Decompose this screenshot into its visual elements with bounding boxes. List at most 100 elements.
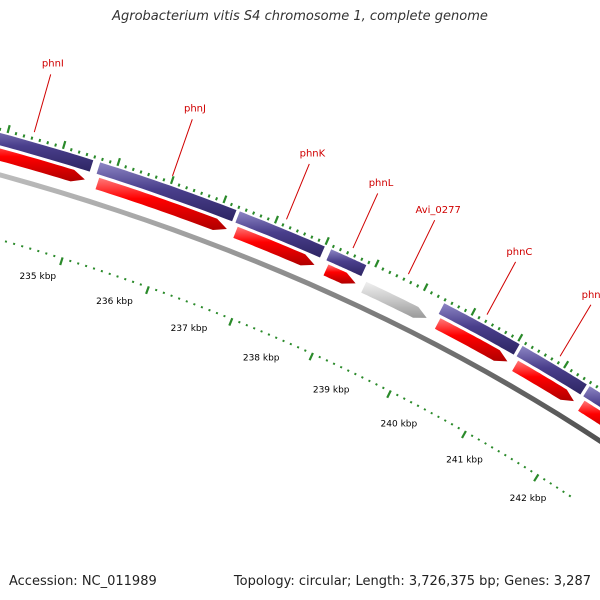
ruler-minor-tick xyxy=(39,139,40,142)
ruler-major-tick xyxy=(118,158,120,166)
tick-label: 235 kbp xyxy=(19,272,56,282)
label-layer: 235 kbp236 kbp237 kbp238 kbp239 kbp240 k… xyxy=(19,59,600,504)
ruler-minor-tick xyxy=(194,303,195,305)
gene-label: phnD xyxy=(582,290,600,301)
ruler-minor-tick xyxy=(438,295,439,298)
ruler-minor-tick xyxy=(179,184,180,187)
ruler-minor-tick xyxy=(347,251,348,254)
ruler-minor-tick xyxy=(71,148,72,151)
tick-label: 236 kbp xyxy=(96,297,133,307)
ruler-minor-tick xyxy=(550,483,551,485)
ruler-minor-tick xyxy=(355,373,356,375)
ruler-minor-tick xyxy=(22,245,23,247)
ruler-major-tick xyxy=(518,334,522,341)
ruler-minor-tick xyxy=(444,299,445,302)
ruler-minor-tick xyxy=(148,173,149,176)
gene-label: phnI xyxy=(42,59,64,70)
ruler-minor-tick xyxy=(538,350,540,353)
ruler-major-tick xyxy=(229,318,232,325)
ruler-major-tick xyxy=(63,141,65,149)
ruler-minor-tick xyxy=(590,381,592,384)
ruler-minor-tick xyxy=(341,366,342,368)
ruler-minor-tick xyxy=(246,209,247,212)
ruler-minor-tick xyxy=(418,405,419,407)
ruler-minor-tick xyxy=(133,281,134,283)
ruler-minor-tick xyxy=(87,153,88,156)
ruler-minor-tick xyxy=(156,176,157,179)
ruler-minor-tick xyxy=(417,285,418,288)
ruler-minor-tick xyxy=(260,215,261,218)
ruler-major-tick xyxy=(146,286,149,294)
ruler-minor-tick xyxy=(209,309,210,311)
ruler-minor-tick xyxy=(156,289,157,291)
ruler-minor-tick xyxy=(498,450,499,452)
ruler-minor-tick xyxy=(525,342,527,345)
ruler-major-tick xyxy=(472,308,476,315)
ruler-minor-tick xyxy=(505,331,507,334)
ruler-minor-tick xyxy=(282,224,283,227)
genome-map: 235 kbp236 kbp237 kbp238 kbp239 kbp240 k… xyxy=(0,0,600,600)
ruler-minor-tick xyxy=(78,263,79,265)
leader-line xyxy=(560,305,591,357)
ruler-major-tick xyxy=(387,391,391,398)
ruler-minor-tick xyxy=(397,394,398,396)
tick-label: 238 kbp xyxy=(243,354,280,364)
ruler-minor-tick xyxy=(133,168,134,171)
ruler-major-tick xyxy=(462,431,466,438)
ruler-minor-tick xyxy=(376,384,377,386)
ruler-major-tick xyxy=(171,176,174,184)
tick-label: 240 kbp xyxy=(381,419,418,429)
ruler-major-tick xyxy=(564,361,568,368)
ruler-minor-tick xyxy=(596,385,598,388)
ruler-minor-tick xyxy=(268,218,269,221)
ruler-minor-tick xyxy=(16,132,17,135)
ruler-major-tick xyxy=(310,353,313,360)
ruler-minor-tick xyxy=(411,401,412,403)
ruler-minor-tick xyxy=(518,462,519,464)
ruler-minor-tick xyxy=(431,412,432,414)
ruler-minor-tick xyxy=(478,316,479,319)
ruler-minor-tick xyxy=(125,165,126,168)
ruler-minor-tick xyxy=(141,171,142,174)
ruler-minor-tick xyxy=(558,362,560,365)
ruler-minor-tick xyxy=(117,276,118,278)
ruler-minor-tick xyxy=(403,278,404,281)
ruler-minor-tick xyxy=(217,312,218,314)
ruler-minor-tick xyxy=(231,203,232,206)
ruler-minor-tick xyxy=(465,309,466,312)
ruler-minor-tick xyxy=(304,233,305,236)
ruler-minor-tick xyxy=(492,447,493,449)
ruler-major-tick xyxy=(534,474,538,481)
ruler-minor-tick xyxy=(141,284,142,286)
gene-label: Avi_0277 xyxy=(415,205,460,216)
ruler-minor-tick xyxy=(340,248,341,251)
ruler-minor-tick xyxy=(269,334,270,336)
ruler-minor-tick xyxy=(246,324,247,326)
ruler-minor-tick xyxy=(171,295,172,297)
ruler-minor-tick xyxy=(79,151,80,154)
ruler-minor-tick xyxy=(583,377,585,380)
ruler-minor-tick xyxy=(319,356,320,358)
accession-text: Accession: NC_011989 xyxy=(9,574,157,589)
ruler-minor-tick xyxy=(396,274,397,277)
ruler-minor-tick xyxy=(6,241,7,243)
ruler-minor-tick xyxy=(354,255,355,258)
ruler-minor-tick xyxy=(438,416,439,418)
ruler-minor-tick xyxy=(102,158,103,161)
ruler-minor-tick xyxy=(451,302,452,305)
ruler-minor-tick xyxy=(545,354,547,357)
leader-line xyxy=(487,262,516,315)
ruler-minor-tick xyxy=(297,230,298,233)
ruler-minor-tick xyxy=(305,350,306,352)
ruler-minor-tick xyxy=(445,420,446,422)
ruler-minor-tick xyxy=(109,273,110,275)
ruler-minor-tick xyxy=(283,340,284,342)
backbone-track xyxy=(0,165,600,446)
ruler-minor-tick xyxy=(290,343,291,345)
ruler-minor-tick xyxy=(348,370,349,372)
ruler-minor-tick xyxy=(492,324,494,327)
ruler-minor-tick xyxy=(261,331,262,333)
ruler-minor-tick xyxy=(557,487,558,489)
ruler-minor-tick xyxy=(334,363,335,365)
ruler-minor-tick xyxy=(452,423,453,425)
